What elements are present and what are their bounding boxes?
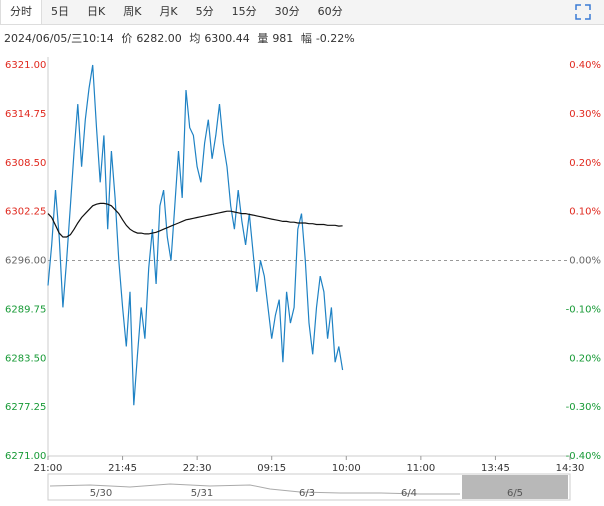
navigator-line — [49, 483, 460, 495]
tab[interactable]: 周K — [123, 5, 142, 18]
change: -0.22% — [315, 32, 355, 45]
y-tick-label: 6308.50 — [5, 158, 46, 169]
navigator-label: 6/4 — [401, 488, 417, 499]
y2-tick-label: -0.40% — [566, 451, 601, 462]
x-tick-label: 09:15 — [257, 463, 286, 474]
x-tick-label: 11:00 — [406, 463, 435, 474]
volume-label: 量 — [257, 32, 269, 45]
datetime: 2024/06/05/三10:14 — [4, 32, 114, 45]
series-line — [47, 64, 344, 406]
tab[interactable]: 60分 — [317, 5, 343, 18]
volume: 981 — [272, 32, 294, 45]
y-tick-label: 6296.00 — [5, 256, 46, 267]
y2-tick-label: -0.30% — [566, 402, 601, 413]
x-tick-label: 21:00 — [34, 463, 63, 474]
x-tick-label: 21:45 — [108, 463, 137, 474]
y-tick-label: 6321.00 — [5, 60, 46, 71]
navigator-label: 5/30 — [90, 488, 112, 499]
y-tick-label: 6289.75 — [5, 304, 46, 315]
price-label: 价 — [121, 32, 133, 45]
price: 6282.00 — [136, 32, 182, 45]
x-tick-label: 10:00 — [332, 463, 361, 474]
navigator-label: 6/5 — [507, 488, 523, 499]
tab[interactable]: 月K — [159, 5, 178, 18]
y-tick-label: 6302.25 — [5, 207, 46, 218]
fullscreen-icon[interactable] — [574, 3, 592, 21]
y-tick-label: 6271.00 — [5, 451, 46, 462]
navigator-label: 6/3 — [299, 488, 315, 499]
avg-label: 均 — [189, 32, 201, 45]
tab[interactable]: 5分 — [195, 5, 214, 18]
y2-tick-label: 0.40% — [569, 60, 601, 71]
tab[interactable]: 5日 — [51, 5, 69, 18]
navigator-selection[interactable] — [462, 475, 568, 499]
navigator-label: 5/31 — [191, 488, 213, 499]
y2-tick-label: 0.00% — [569, 256, 601, 267]
y-tick-label: 6314.75 — [5, 109, 46, 120]
y2-tick-label: 0.30% — [569, 109, 601, 120]
x-tick-label: 13:45 — [481, 463, 510, 474]
y-tick-label: 6277.25 — [5, 402, 46, 413]
info-line: 2024/06/05/三10:14 价 6282.00 均 6300.44 量 981… — [4, 30, 359, 46]
tab-bar: 分时 5日 日K 周K 月K 5分 15分 30分 60分 — [0, 0, 604, 25]
y2-tick-label: -0.10% — [566, 304, 601, 315]
x-tick-label: 22:30 — [183, 463, 212, 474]
tab[interactable]: 15分 — [231, 5, 257, 18]
x-tick-label: 14:30 — [556, 463, 585, 474]
tab[interactable]: 30分 — [274, 5, 300, 18]
tab[interactable]: 分时 — [0, 0, 42, 24]
avg: 6300.44 — [204, 32, 250, 45]
y2-tick-label: 0.10% — [569, 207, 601, 218]
y2-tick-label: 0.20% — [569, 158, 601, 169]
y2-tick-label: 0.20% — [569, 353, 601, 364]
tab[interactable]: 日K — [87, 5, 106, 18]
series-line — [47, 202, 343, 238]
y-tick-label: 6283.50 — [5, 353, 46, 364]
change-label: 幅 — [300, 32, 312, 45]
